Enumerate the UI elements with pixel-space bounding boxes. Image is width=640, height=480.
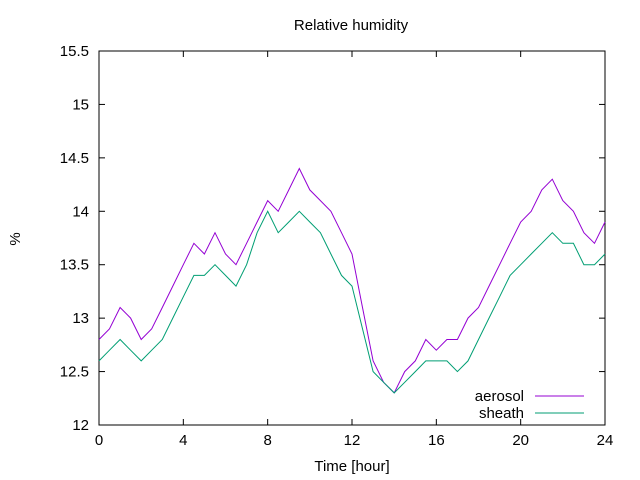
x-tick-label: 12 bbox=[344, 432, 361, 449]
series-layer bbox=[98, 167, 606, 394]
y-tick-label: 15 bbox=[72, 96, 89, 113]
y-axis-label: % bbox=[7, 232, 24, 245]
y-tick-label: 14 bbox=[72, 203, 89, 220]
chart-title: Relative humidity bbox=[294, 17, 409, 34]
x-tick-label: 20 bbox=[512, 432, 529, 449]
y-tick-label: 12.5 bbox=[60, 364, 89, 381]
x-tick-label: 8 bbox=[263, 432, 271, 449]
x-tick-label: 16 bbox=[428, 432, 445, 449]
series-sheath-line bbox=[98, 210, 606, 394]
legend-label-aerosol: aerosol bbox=[475, 388, 524, 405]
y-tick-label: 15.5 bbox=[60, 43, 89, 60]
x-tick-label: 24 bbox=[597, 432, 614, 449]
plot-frame bbox=[98, 50, 606, 426]
x-axis-label: Time [hour] bbox=[314, 458, 389, 475]
legend-label-sheath: sheath bbox=[479, 405, 524, 422]
x-tick-label: 0 bbox=[95, 432, 103, 449]
axis-ticks: 0 4 8 12 16 20 24 12 12.5 13 13.5 14 14.5 15 15.5 bbox=[60, 43, 614, 449]
y-tick-label: 13.5 bbox=[60, 257, 89, 274]
y-tick-label: 14.5 bbox=[60, 150, 89, 167]
y-tick-label: 12 bbox=[72, 417, 89, 434]
y-tick-label: 13 bbox=[72, 310, 89, 327]
x-tick-label: 4 bbox=[179, 432, 187, 449]
series-aerosol-line bbox=[98, 167, 606, 394]
